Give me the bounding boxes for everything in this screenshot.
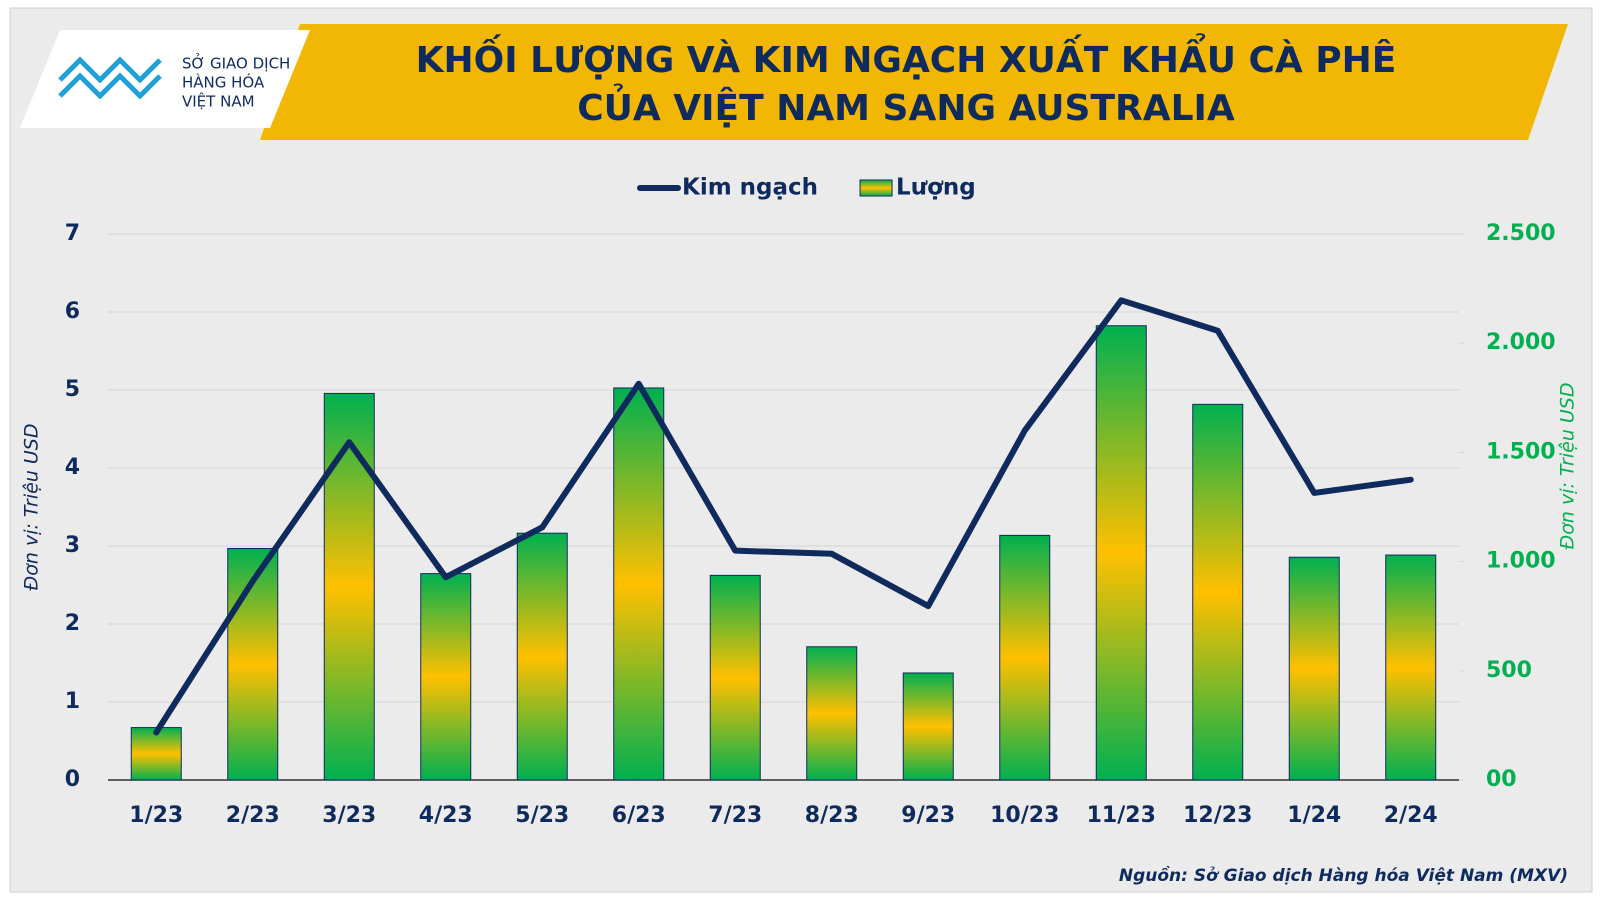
logo-text: VIỆT NAM <box>182 92 255 111</box>
y-axis-label: Đơn vị: Triệu USD <box>21 424 43 591</box>
y2-tick-label: 00 <box>1486 767 1517 792</box>
x-tick-label: 1/24 <box>1287 803 1341 828</box>
title-banner <box>260 24 1568 140</box>
bar <box>420 573 472 781</box>
y2-tick-label: 1.000 <box>1486 549 1556 574</box>
legend-swatch <box>859 179 893 197</box>
bar <box>806 646 858 781</box>
x-tick-label: 6/23 <box>612 803 666 828</box>
bar <box>130 727 182 781</box>
source-note: Nguồn: Sở Giao dịch Hàng hóa Việt Nam (M… <box>1119 865 1568 886</box>
y2-tick-label: 500 <box>1486 658 1532 683</box>
x-tick-label: 12/23 <box>1183 803 1252 828</box>
x-tick-label: 9/23 <box>901 803 955 828</box>
legend-label: Kim ngạch <box>682 175 818 201</box>
bar <box>1385 554 1437 781</box>
bar <box>516 532 568 781</box>
y-tick-label: 4 <box>65 455 80 480</box>
y2-tick-label: 1.500 <box>1486 439 1556 464</box>
x-tick-label: 1/23 <box>129 803 183 828</box>
chart-title: KHỐI LƯỢNG VÀ KIM NGẠCH XUẤT KHẨU CÀ PHÊ <box>416 33 1397 81</box>
x-tick-label: 8/23 <box>805 803 859 828</box>
bar <box>1288 556 1340 781</box>
y-tick-label: 5 <box>65 377 80 402</box>
bar <box>227 547 279 781</box>
logo-text: SỞ GIAO DỊCH <box>182 53 290 73</box>
x-tick-label: 4/23 <box>419 803 473 828</box>
bar <box>999 534 1051 781</box>
logo-icon <box>58 56 162 100</box>
y-tick-label: 7 <box>65 221 80 246</box>
bar <box>709 574 761 781</box>
logo-box <box>20 30 310 128</box>
chart-title: CỦA VIỆT NAM SANG AUSTRALIA <box>577 83 1235 129</box>
x-tick-label: 3/23 <box>322 803 376 828</box>
x-tick-label: 11/23 <box>1087 803 1156 828</box>
bar <box>323 392 375 781</box>
x-tick-label: 7/23 <box>708 803 762 828</box>
x-tick-label: 10/23 <box>990 803 1059 828</box>
x-tick-label: 2/24 <box>1384 803 1438 828</box>
bar <box>1192 403 1244 781</box>
x-tick-label: 5/23 <box>515 803 569 828</box>
y-tick-label: 2 <box>65 611 80 636</box>
y-tick-label: 1 <box>65 689 80 714</box>
y2-axis-label: Đơn vị: Triệu USD <box>1557 383 1579 550</box>
y2-tick-label: 2.500 <box>1486 221 1556 246</box>
y2-tick-label: 2.000 <box>1486 330 1556 355</box>
bar <box>902 672 954 781</box>
y-tick-label: 0 <box>65 767 80 792</box>
legend-label: Lượng <box>896 175 976 201</box>
x-tick-label: 2/23 <box>226 803 280 828</box>
bar <box>1095 325 1147 781</box>
logo-text: HÀNG HÓA <box>182 73 265 92</box>
bar <box>613 387 665 781</box>
y-tick-label: 6 <box>65 299 80 324</box>
line <box>153 297 1414 736</box>
y-tick-label: 3 <box>65 533 80 558</box>
